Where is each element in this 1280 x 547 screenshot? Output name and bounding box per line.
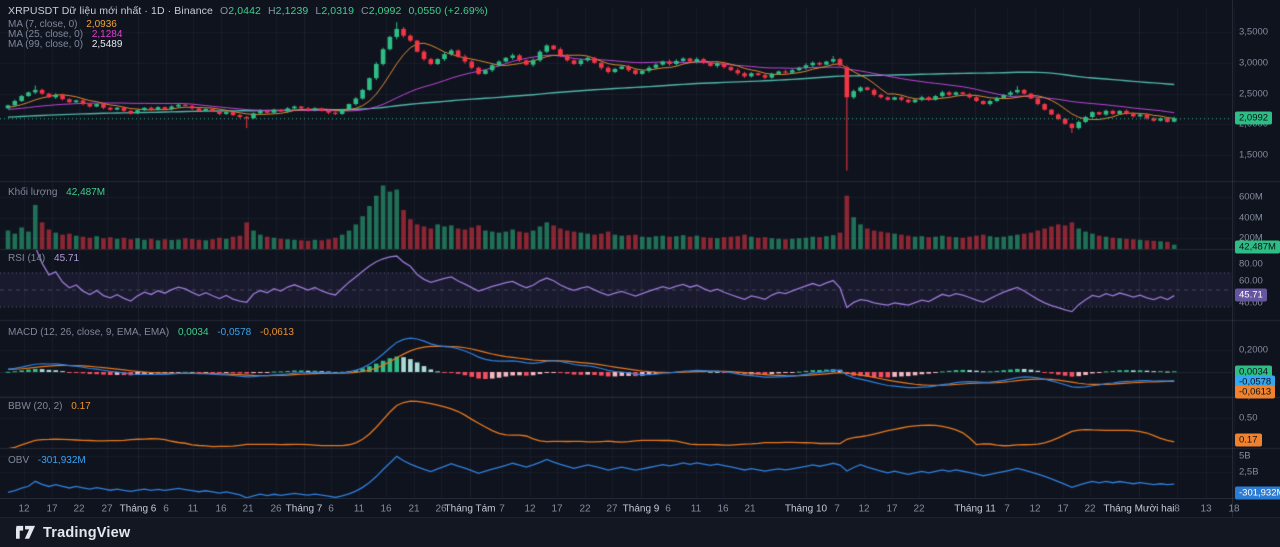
brand-text: TradingView <box>43 524 131 541</box>
time-tick-label: 21 <box>744 503 756 514</box>
time-tick-label: Tháng Mười hai <box>1103 503 1175 514</box>
price-scale[interactable]: 3,50003,00002,50002,00001,5000600M400M20… <box>1232 0 1280 517</box>
time-tick-label: 22 <box>913 503 925 514</box>
time-tick-label: Tháng Tám <box>444 503 496 514</box>
axis-tick-label: 2,5000 <box>1239 88 1269 100</box>
time-tick-label: 16 <box>380 503 392 514</box>
axis-tick-label: 5B <box>1239 450 1251 462</box>
axis-tick-label: 1,5000 <box>1239 149 1269 161</box>
footer-bar: TradingView <box>0 517 1280 547</box>
time-tick-label: 16 <box>717 503 729 514</box>
axis-tick-label: 80.00 <box>1239 258 1263 270</box>
time-tick-label: 17 <box>1057 503 1069 514</box>
time-tick-label: Tháng 9 <box>622 503 660 514</box>
axis-value-badge: -0,0578 <box>1235 375 1276 389</box>
time-tick-label: 13 <box>1200 503 1212 514</box>
axis-tick-label: 400M <box>1239 212 1263 224</box>
time-tick-label: 21 <box>408 503 420 514</box>
axis-value-badge: 42,487M <box>1235 240 1280 254</box>
time-tick-label: 16 <box>215 503 227 514</box>
time-tick-label: 6 <box>665 503 671 514</box>
time-tick-label: 6 <box>163 503 169 514</box>
time-scale[interactable]: 12 17 22 27 Tháng 6 6 11 16 21 26 Tháng 7 6 11 16 21 26… <box>0 498 1280 518</box>
axis-tick-label: 0,2000 <box>1239 344 1269 356</box>
time-tick-label: 17 <box>886 503 898 514</box>
axis-tick-label: 600M <box>1239 191 1263 203</box>
axis-tick-label: 3,0000 <box>1239 57 1269 69</box>
tradingview-logo[interactable]: TradingView <box>16 525 130 541</box>
time-tick-label: 22 <box>73 503 85 514</box>
axis-value-badge: 0.17 <box>1235 433 1262 447</box>
axis-tick-label: 0.50 <box>1239 412 1258 424</box>
time-tick-label: 11 <box>353 503 365 514</box>
time-tick-label: 22 <box>1084 503 1096 514</box>
time-tick-label: Tháng 10 <box>784 503 828 514</box>
time-tick-label: 26 <box>435 503 447 514</box>
time-tick-label: 8 <box>1174 503 1180 514</box>
time-tick-label: Tháng 7 <box>285 503 323 514</box>
time-tick-label: 7 <box>1004 503 1010 514</box>
time-tick-label: 27 <box>606 503 618 514</box>
axis-value-badge: 0,0034 <box>1235 365 1273 379</box>
time-tick-label: 12 <box>18 503 30 514</box>
time-tick-label: Tháng 6 <box>119 503 157 514</box>
time-tick-label: 22 <box>579 503 591 514</box>
axis-value-badge: -0,0613 <box>1235 385 1276 399</box>
time-tick-label: 11 <box>187 503 199 514</box>
axis-tick-label: 3,5000 <box>1239 26 1269 38</box>
time-tick-label: 27 <box>101 503 113 514</box>
time-tick-label: 12 <box>1029 503 1041 514</box>
axis-tick-label: 2,5B <box>1239 466 1259 478</box>
axis-value-badge: 2,0992 <box>1235 111 1273 125</box>
time-tick-label: 17 <box>551 503 563 514</box>
time-tick-label: 11 <box>690 503 702 514</box>
axis-tick-label: 200M <box>1239 232 1263 244</box>
axis-value-badge: 45.71 <box>1235 288 1267 302</box>
time-tick-label: 12 <box>524 503 536 514</box>
time-tick-label: 18 <box>1228 503 1240 514</box>
tradingview-icon <box>16 525 36 539</box>
time-tick-label: 21 <box>242 503 254 514</box>
time-tick-label: 6 <box>328 503 334 514</box>
chart-canvas[interactable] <box>0 0 1280 517</box>
time-tick-label: 26 <box>270 503 282 514</box>
axis-tick-label: 40.00 <box>1239 297 1263 309</box>
time-tick-label: 7 <box>499 503 505 514</box>
axis-value-badge: -301,932M <box>1235 486 1280 500</box>
axis-tick-label: 60.00 <box>1239 275 1263 287</box>
time-tick-label: 17 <box>46 503 58 514</box>
time-tick-label: 12 <box>858 503 870 514</box>
time-tick-label: Tháng 11 <box>954 503 996 514</box>
time-tick-label: 7 <box>834 503 840 514</box>
